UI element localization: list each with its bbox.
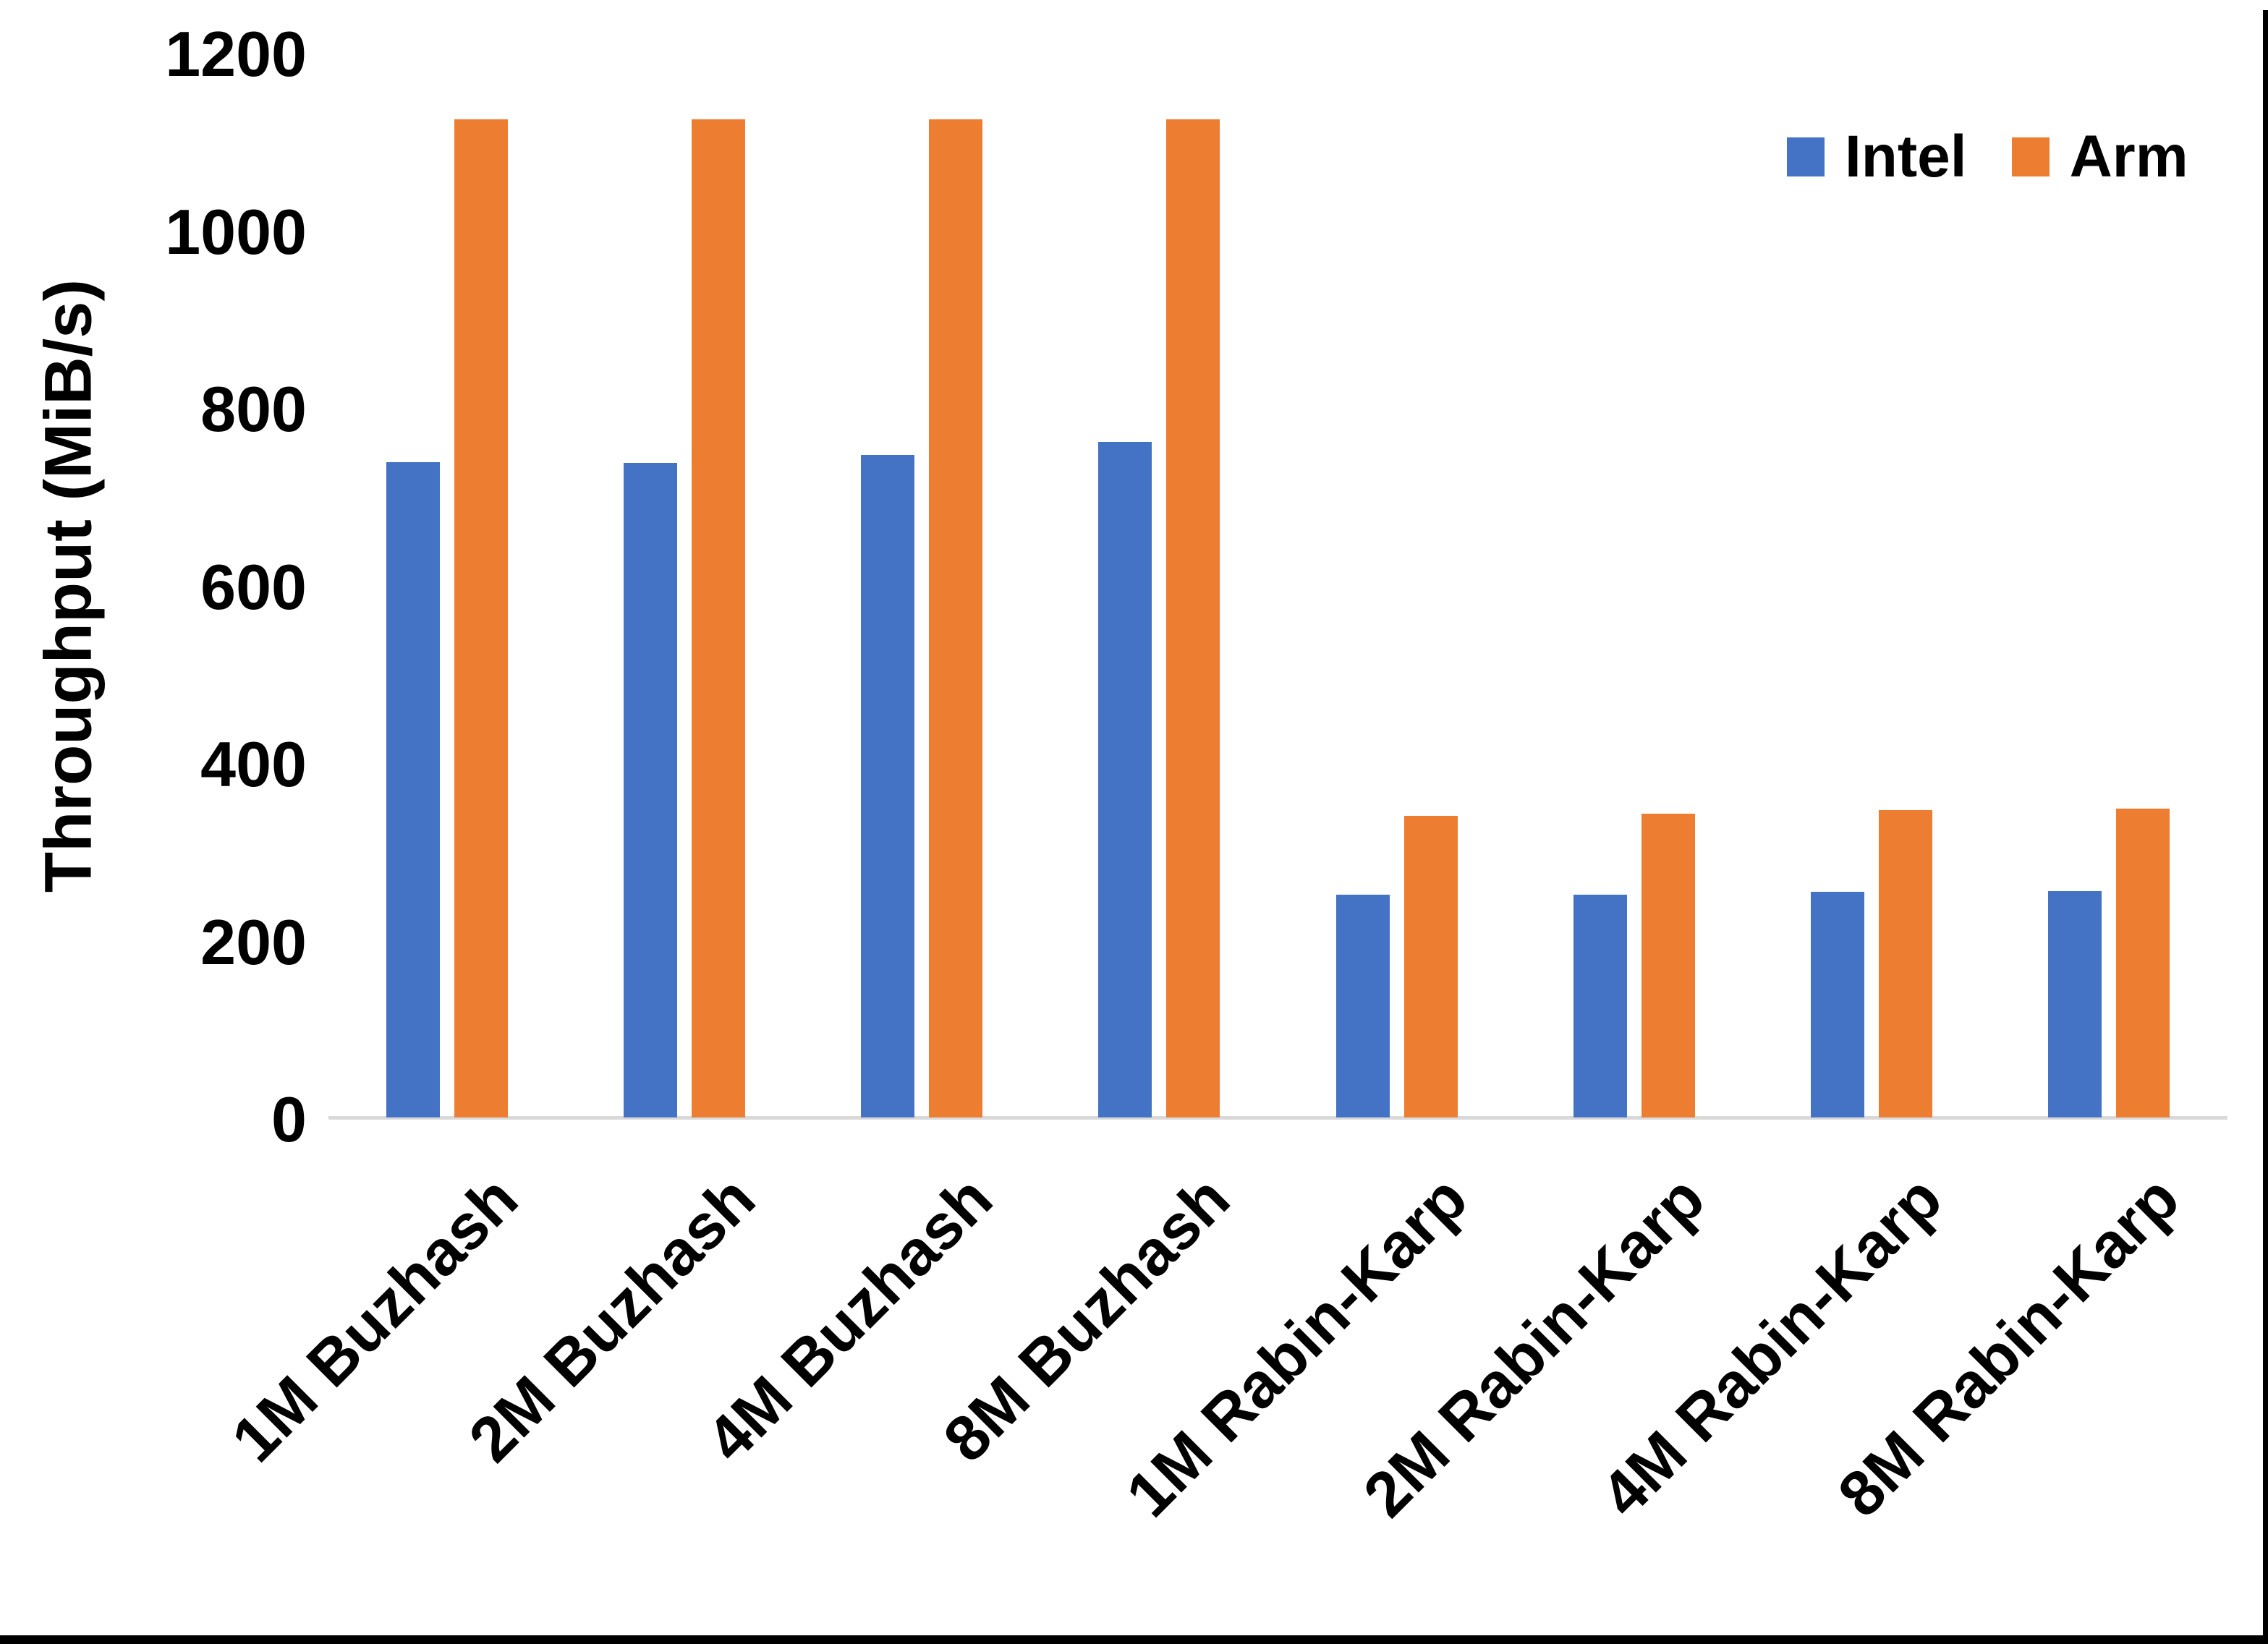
bar-arm-8m-rabin-karp [2115,808,2170,1117]
screen-edge-bottom [0,1635,2268,1644]
x-axis-line [328,1116,2227,1120]
legend-label-arm: Arm [2069,124,2188,189]
screen-edge-right [2263,10,2268,1644]
bar-arm-1m-rabin-karp [1403,815,1458,1117]
bar-intel-2m-rabin-karp [1573,894,1627,1117]
bar-intel-2m-buzhash [624,463,678,1117]
y-tick-label-600: 600 [200,550,307,623]
bar-intel-8m-rabin-karp [2047,890,2102,1117]
bar-intel-8m-buzhash [1098,441,1152,1117]
y-axis-title: Throughput (MiB/s) [31,278,106,893]
bar-arm-1m-buzhash [454,119,509,1117]
legend-swatch-arm [2011,137,2050,176]
legend-item-arm: Arm [2011,124,2188,189]
y-tick-label-200: 200 [200,906,307,978]
y-tick-label-0: 0 [271,1083,307,1155]
legend-label-intel: Intel [1845,124,1967,189]
legend-swatch-intel [1787,137,1825,176]
bar-intel-1m-rabin-karp [1335,894,1390,1117]
bar-arm-2m-rabin-karp [1641,814,1695,1117]
bar-arm-4m-buzhash [929,119,983,1117]
bar-arm-2m-buzhash [692,119,746,1117]
y-tick-label-800: 800 [200,373,307,445]
bar-intel-4m-rabin-karp [1810,892,1864,1117]
bar-intel-1m-buzhash [386,462,441,1117]
bar-arm-8m-buzhash [1166,119,1220,1117]
legend: Intel Arm [1787,127,2188,187]
bar-intel-4m-buzhash [861,455,915,1117]
bar-arm-4m-rabin-karp [1878,810,1932,1117]
y-tick-label-400: 400 [200,728,307,800]
legend-item-intel: Intel [1787,127,1967,187]
y-tick-label-1000: 1000 [165,195,307,268]
y-tick-label-1200: 1200 [165,18,307,90]
